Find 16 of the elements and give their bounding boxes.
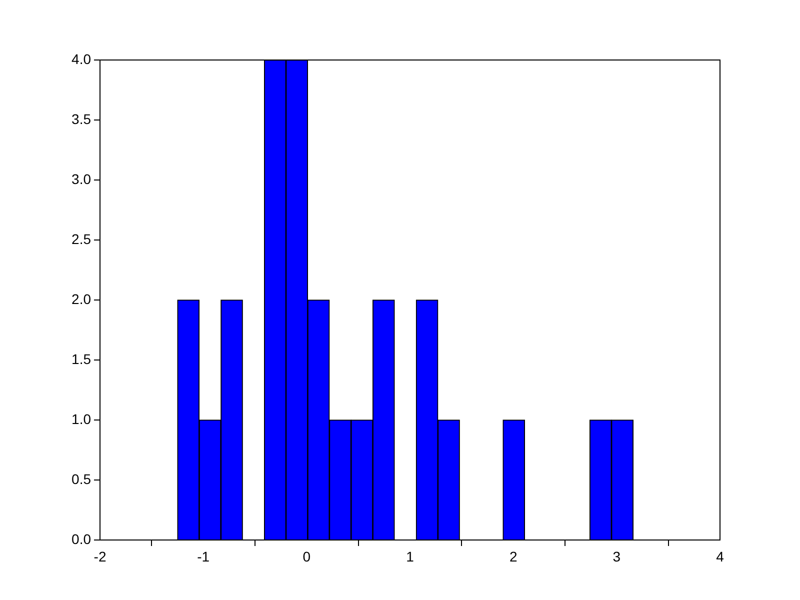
x-tick-label: -2 — [94, 548, 106, 564]
y-tick-label: 4.0 — [72, 50, 92, 67]
y-tick-label: 2.5 — [72, 230, 92, 247]
y-tick-label: 3.0 — [72, 170, 92, 187]
x-tick-label: -1 — [197, 548, 210, 564]
y-tick-label: 2.0 — [72, 290, 92, 307]
x-tick-label: 3 — [612, 548, 621, 564]
y-tick-label: 0.0 — [72, 530, 92, 547]
y-tick-label: 3.5 — [72, 110, 92, 127]
y-tick-label: 0.5 — [72, 470, 92, 487]
x-tick-label: 1 — [406, 548, 414, 564]
y-tick-label: 1.0 — [72, 410, 92, 427]
x-tick-label: 4 — [716, 548, 724, 564]
x-tick-label: 2 — [509, 548, 518, 564]
y-tick-label: 1.5 — [72, 350, 92, 367]
x-tick-label: 0 — [302, 548, 311, 564]
